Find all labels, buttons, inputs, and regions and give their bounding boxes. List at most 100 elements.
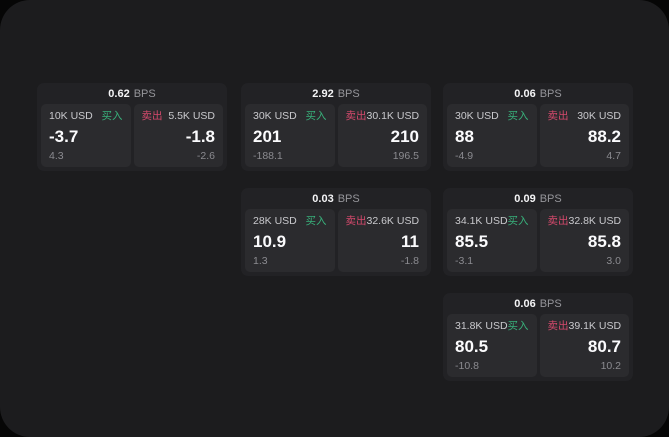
sell-label-row: 卖出 32.8K USD bbox=[548, 216, 622, 227]
sell-change: -2.6 bbox=[196, 149, 215, 162]
buy-tag: 买入 bbox=[101, 110, 123, 122]
buy-change: -188.1 bbox=[253, 149, 283, 162]
spread-value: 2.92 bbox=[312, 87, 334, 100]
quote-card: 0.06 BPS 31.8K USD 买入 80.5 -10.8 卖出 39.1… bbox=[443, 293, 633, 381]
buy-amount: 28K USD bbox=[253, 215, 297, 227]
quote-card: 0.06 BPS 30K USD 买入 88 -4.9 卖出 30K USD 8… bbox=[443, 83, 633, 171]
buy-label-row: 34.1K USD 买入 bbox=[455, 216, 529, 227]
buy-tag: 买入 bbox=[507, 110, 529, 122]
quote-body: 30K USD 买入 88 -4.9 卖出 30K USD 88.2 4.7 bbox=[447, 104, 629, 167]
sell-price: -1.8 bbox=[185, 126, 215, 146]
spread-unit: BPS bbox=[539, 87, 562, 100]
sell-change: 3.0 bbox=[606, 254, 621, 267]
buy-change: 1.3 bbox=[253, 254, 268, 267]
buy-quote-panel[interactable]: 34.1K USD 买入 85.5 -3.1 bbox=[447, 209, 537, 272]
spread-header: 0.06 BPS bbox=[447, 83, 629, 104]
buy-label-row: 30K USD 买入 bbox=[455, 111, 529, 122]
buy-label-row: 10K USD 买入 bbox=[49, 111, 123, 122]
quote-body: 34.1K USD 买入 85.5 -3.1 卖出 32.8K USD 85.8… bbox=[447, 209, 629, 272]
sell-change: 10.2 bbox=[600, 359, 621, 372]
buy-quote-panel[interactable]: 31.8K USD 买入 80.5 -10.8 bbox=[447, 314, 537, 377]
sell-quote-panel[interactable]: 卖出 30K USD 88.2 4.7 bbox=[539, 104, 629, 167]
sell-change: -1.8 bbox=[400, 254, 419, 267]
quote-body: 31.8K USD 买入 80.5 -10.8 卖出 39.1K USD 80.… bbox=[447, 314, 629, 377]
buy-amount: 31.8K USD bbox=[455, 320, 508, 332]
buy-tag: 买入 bbox=[507, 320, 529, 332]
sell-amount: 32.8K USD bbox=[568, 215, 622, 227]
sell-price: 80.7 bbox=[587, 336, 621, 356]
buy-tag: 买入 bbox=[507, 215, 529, 227]
buy-price: -3.7 bbox=[49, 126, 79, 146]
sell-amount: 30K USD bbox=[577, 110, 621, 122]
buy-change: 4.3 bbox=[49, 149, 64, 162]
buy-tag: 买入 bbox=[305, 215, 327, 227]
spread-value: 0.06 bbox=[514, 87, 536, 100]
sell-amount: 5.5K USD bbox=[168, 110, 215, 122]
buy-price: 201 bbox=[253, 126, 282, 146]
sell-tag: 卖出 bbox=[345, 215, 367, 227]
buy-tag: 买入 bbox=[305, 110, 327, 122]
sell-tag: 卖出 bbox=[547, 215, 569, 227]
sell-amount: 39.1K USD bbox=[568, 320, 622, 332]
buy-quote-panel[interactable]: 28K USD 买入 10.9 1.3 bbox=[245, 209, 335, 272]
spread-header: 0.09 BPS bbox=[447, 188, 629, 209]
sell-tag: 卖出 bbox=[141, 110, 163, 122]
buy-price: 85.5 bbox=[455, 231, 489, 251]
buy-price: 80.5 bbox=[455, 336, 489, 356]
spread-header: 0.62 BPS bbox=[41, 83, 223, 104]
sell-tag: 卖出 bbox=[547, 110, 569, 122]
quote-body: 30K USD 买入 201 -188.1 卖出 30.1K USD 210 1… bbox=[245, 104, 427, 167]
buy-amount: 34.1K USD bbox=[455, 215, 508, 227]
buy-amount: 30K USD bbox=[455, 110, 499, 122]
buy-label-row: 31.8K USD 买入 bbox=[455, 321, 529, 332]
buy-amount: 30K USD bbox=[253, 110, 297, 122]
sell-label-row: 卖出 30K USD bbox=[548, 111, 622, 122]
spread-value: 0.06 bbox=[514, 297, 536, 310]
sell-quote-panel[interactable]: 卖出 30.1K USD 210 196.5 bbox=[337, 104, 427, 167]
sell-amount: 30.1K USD bbox=[366, 110, 420, 122]
quote-card: 0.62 BPS 10K USD 买入 -3.7 4.3 卖出 5.5K USD… bbox=[37, 83, 227, 171]
sell-tag: 卖出 bbox=[547, 320, 569, 332]
spread-unit: BPS bbox=[337, 192, 360, 205]
buy-quote-panel[interactable]: 10K USD 买入 -3.7 4.3 bbox=[41, 104, 131, 167]
sell-price: 210 bbox=[390, 126, 419, 146]
buy-change: -10.8 bbox=[455, 359, 479, 372]
buy-price: 10.9 bbox=[253, 231, 287, 251]
sell-change: 4.7 bbox=[606, 149, 621, 162]
spread-value: 0.09 bbox=[514, 192, 536, 205]
quote-card: 0.03 BPS 28K USD 买入 10.9 1.3 卖出 32.6K US… bbox=[241, 188, 431, 276]
sell-quote-panel[interactable]: 卖出 32.8K USD 85.8 3.0 bbox=[539, 209, 629, 272]
sell-label-row: 卖出 32.6K USD bbox=[346, 216, 420, 227]
sell-quote-panel[interactable]: 卖出 32.6K USD 11 -1.8 bbox=[337, 209, 427, 272]
sell-quote-panel[interactable]: 卖出 5.5K USD -1.8 -2.6 bbox=[133, 104, 223, 167]
buy-quote-panel[interactable]: 30K USD 买入 88 -4.9 bbox=[447, 104, 537, 167]
spread-value: 0.62 bbox=[108, 87, 130, 100]
sell-label-row: 卖出 30.1K USD bbox=[346, 111, 420, 122]
quote-body: 28K USD 买入 10.9 1.3 卖出 32.6K USD 11 -1.8 bbox=[245, 209, 427, 272]
sell-quote-panel[interactable]: 卖出 39.1K USD 80.7 10.2 bbox=[539, 314, 629, 377]
quote-card: 2.92 BPS 30K USD 买入 201 -188.1 卖出 30.1K … bbox=[241, 83, 431, 171]
spread-unit: BPS bbox=[539, 192, 562, 205]
sell-tag: 卖出 bbox=[345, 110, 367, 122]
sell-label-row: 卖出 39.1K USD bbox=[548, 321, 622, 332]
buy-label-row: 28K USD 买入 bbox=[253, 216, 327, 227]
sell-amount: 32.6K USD bbox=[366, 215, 420, 227]
spread-header: 0.06 BPS bbox=[447, 293, 629, 314]
buy-quote-panel[interactable]: 30K USD 买入 201 -188.1 bbox=[245, 104, 335, 167]
buy-change: -4.9 bbox=[455, 149, 474, 162]
buy-price: 88 bbox=[455, 126, 474, 146]
sell-price: 88.2 bbox=[587, 126, 621, 146]
sell-change: 196.5 bbox=[392, 149, 419, 162]
buy-change: -3.1 bbox=[455, 254, 474, 267]
spread-header: 0.03 BPS bbox=[245, 188, 427, 209]
spread-header: 2.92 BPS bbox=[245, 83, 427, 104]
spread-unit: BPS bbox=[539, 297, 562, 310]
quote-card: 0.09 BPS 34.1K USD 买入 85.5 -3.1 卖出 32.8K… bbox=[443, 188, 633, 276]
spread-unit: BPS bbox=[133, 87, 156, 100]
spread-unit: BPS bbox=[337, 87, 360, 100]
sell-price: 85.8 bbox=[587, 231, 621, 251]
sell-label-row: 卖出 5.5K USD bbox=[142, 111, 216, 122]
buy-amount: 10K USD bbox=[49, 110, 93, 122]
sell-price: 11 bbox=[401, 231, 419, 251]
